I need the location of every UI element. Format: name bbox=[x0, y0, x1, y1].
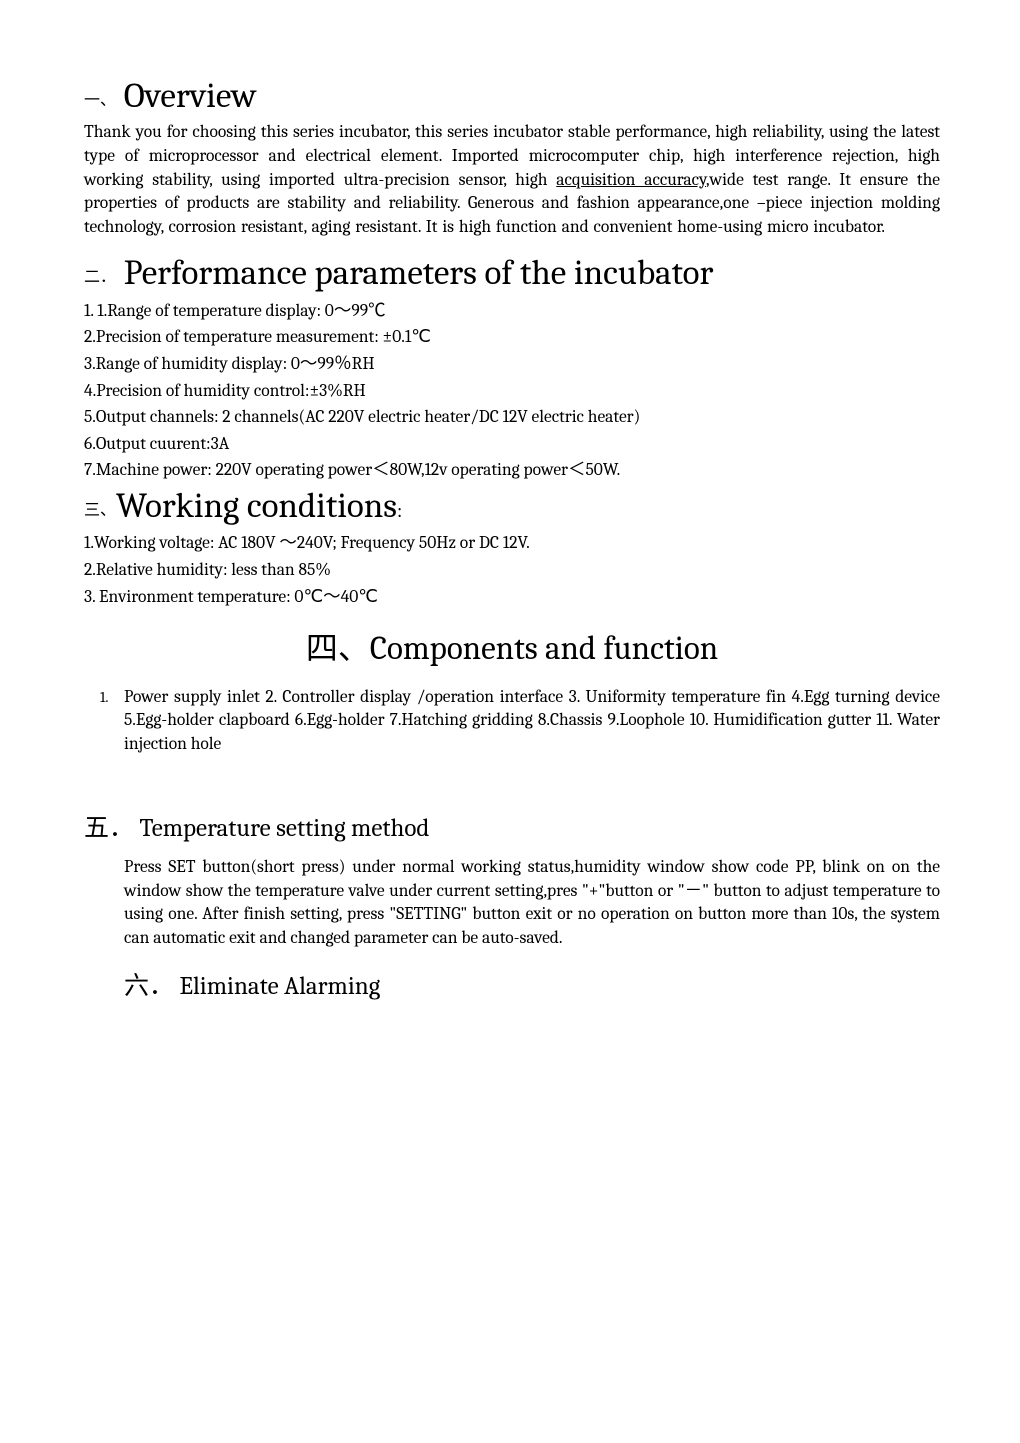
temperature-paragraph: Press SET button(short press) under norm… bbox=[84, 856, 940, 951]
section-title: Components and function bbox=[370, 630, 718, 668]
list-number: 1. bbox=[100, 687, 124, 707]
perf-item: 1. 1.Range of temperature display: 0～99℃ bbox=[84, 300, 940, 324]
components-text: Power supply inlet 2. Controller display… bbox=[124, 687, 940, 754]
components-paragraph: 1.Power supply inlet 2. Controller displ… bbox=[84, 686, 940, 757]
perf-item: 2.Precision of temperature measurement: … bbox=[84, 326, 940, 350]
section-prefix: 一、 bbox=[84, 91, 116, 109]
section-prefix: 五． bbox=[84, 814, 134, 843]
section-suffix: : bbox=[397, 499, 402, 522]
overview-paragraph: Thank you for choosing this series incub… bbox=[84, 121, 940, 239]
section-title: Eliminate Alarming bbox=[180, 972, 381, 1001]
section-prefix: 六． bbox=[124, 972, 174, 1001]
perf-item: 6.Output cuurent:3A bbox=[84, 433, 940, 457]
working-item: 2.Relative humidity: less than 85% bbox=[84, 559, 940, 583]
working-item: 1.Working voltage: AC 180V ～240V; Freque… bbox=[84, 532, 940, 556]
perf-item: 3.Range of humidity display: 0～99％RH bbox=[84, 353, 940, 377]
section-title: Overview bbox=[124, 75, 257, 116]
section-temperature-heading: 五． Temperature setting method bbox=[84, 812, 940, 846]
section-components-heading: 四、Components and function bbox=[84, 627, 940, 672]
section-title: Performance parameters of the incubator bbox=[124, 252, 714, 293]
section-title: Working conditions bbox=[116, 485, 397, 526]
section-prefix: 二． bbox=[84, 268, 116, 286]
section-working-heading: 三、Working conditions: bbox=[84, 482, 940, 529]
overview-underlined: acquisition accuracy bbox=[556, 170, 706, 190]
section-prefix: 三、 bbox=[84, 501, 116, 519]
section-title: Temperature setting method bbox=[140, 814, 430, 843]
section-overview-heading: 一、 Overview bbox=[84, 72, 940, 119]
perf-item: 5.Output channels: 2 channels(AC 220V el… bbox=[84, 406, 940, 430]
section-alarm-heading: 六． Eliminate Alarming bbox=[84, 970, 940, 1004]
section-prefix: 四、 bbox=[306, 630, 370, 667]
section-performance-heading: 二． Performance parameters of the incubat… bbox=[84, 249, 940, 296]
perf-item: 4.Precision of humidity control:±3%RH bbox=[84, 380, 940, 404]
working-item: 3. Environment temperature: 0℃～40℃ bbox=[84, 586, 940, 610]
perf-item: 7.Machine power: 220V operating power＜80… bbox=[84, 459, 940, 483]
